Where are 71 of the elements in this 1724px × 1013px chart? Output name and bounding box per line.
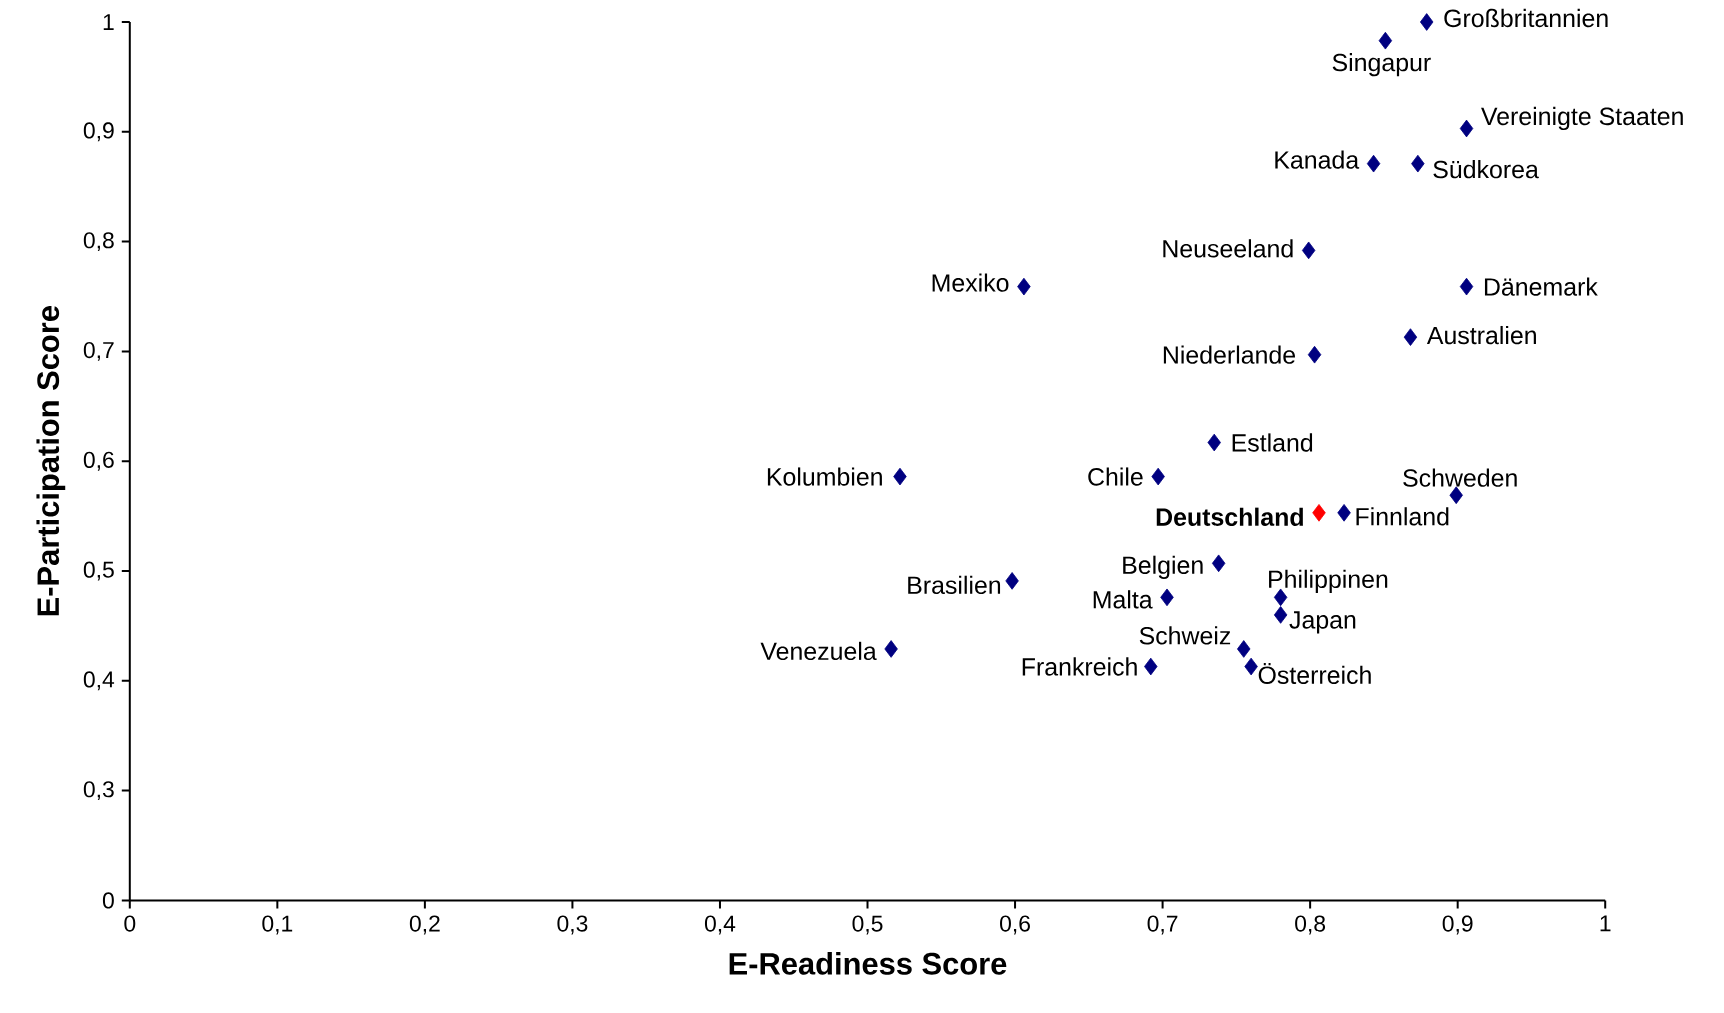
point	[1459, 119, 1474, 138]
y-axis-title: E-Participation Score	[36, 306, 66, 616]
x-tick-label: 1	[1600, 915, 1611, 932]
point	[1211, 554, 1226, 573]
point	[1005, 572, 1019, 590]
point	[1449, 486, 1463, 505]
annotation: Vereinigte Staaten	[1481, 106, 1683, 131]
point	[1301, 241, 1316, 260]
annotation: Deutschland	[1156, 507, 1303, 526]
annotation: Frankreich	[1022, 657, 1137, 676]
x-tick-label: 0,2	[409, 915, 440, 935]
x-axis-title: E-Readiness Score	[729, 952, 1007, 975]
annotation: Kolumbien	[767, 467, 882, 486]
annotation: Estland	[1232, 433, 1313, 452]
point	[1144, 657, 1158, 676]
annotation: Großbritannien	[1444, 8, 1608, 28]
point	[1419, 13, 1434, 31]
y-tick-label: 1	[103, 14, 114, 30]
annotation: Dänemark	[1484, 277, 1598, 296]
annotation: Kanada	[1275, 150, 1360, 169]
point	[893, 467, 907, 486]
point	[1312, 504, 1326, 522]
x-tick-label: 0,1	[262, 915, 293, 935]
x-tick-label: 0,3	[557, 915, 588, 935]
x-tick-label: 0,5	[852, 915, 883, 935]
point	[1337, 504, 1351, 522]
annotation: Singapur	[1332, 53, 1431, 77]
y-tick-label: 0,5	[83, 561, 114, 581]
point	[1378, 31, 1393, 50]
x-tick-label: 0,9	[1442, 915, 1473, 935]
point	[1237, 640, 1251, 658]
y-tick-label: 0,7	[83, 341, 114, 361]
annotation: Finnland	[1356, 507, 1449, 526]
annotation: Österreich	[1258, 662, 1371, 685]
x-tick-label: 0	[124, 915, 136, 932]
point	[1366, 154, 1381, 173]
point	[1411, 154, 1425, 173]
y-tick-label: 0,9	[83, 122, 114, 142]
point	[1307, 345, 1322, 364]
y-tick-label: 0	[102, 892, 114, 909]
point	[1017, 277, 1031, 296]
annotation: Venezuela	[760, 641, 877, 661]
annotation: Chile	[1088, 467, 1143, 486]
y-tick-label: 0,4	[83, 671, 115, 691]
annotation: Neuseeland	[1163, 239, 1293, 258]
x-tick-label: 0,6	[1000, 915, 1030, 935]
annotation: Schweiz	[1139, 626, 1231, 645]
point	[1403, 328, 1418, 346]
annotation: Niederlande	[1163, 345, 1296, 364]
point	[1459, 277, 1474, 296]
point	[1207, 433, 1221, 452]
x-tick-label: 0,4	[704, 915, 736, 935]
point	[884, 640, 898, 658]
x-tick-label: 0,8	[1295, 915, 1326, 935]
y-tick-label: 0,8	[83, 232, 114, 252]
annotation: Schweden	[1403, 468, 1517, 487]
y-tick-label: 0,6	[83, 451, 114, 471]
y-tick-label: 0,3	[83, 781, 114, 801]
point	[1244, 657, 1258, 676]
point	[1151, 467, 1165, 486]
annotation: Südkorea	[1433, 160, 1539, 179]
annotation: Japan	[1289, 611, 1356, 634]
annotation: Australien	[1426, 325, 1536, 345]
annotation: Malta	[1093, 590, 1153, 609]
annotation: Mexiko	[932, 273, 1009, 292]
point	[1160, 588, 1174, 607]
annotation: Belgien	[1123, 555, 1203, 579]
point	[1273, 606, 1288, 624]
annotation: Brasilien	[908, 575, 1001, 595]
annotation: Philippinen	[1269, 569, 1388, 593]
x-tick-label: 0,7	[1147, 915, 1178, 935]
